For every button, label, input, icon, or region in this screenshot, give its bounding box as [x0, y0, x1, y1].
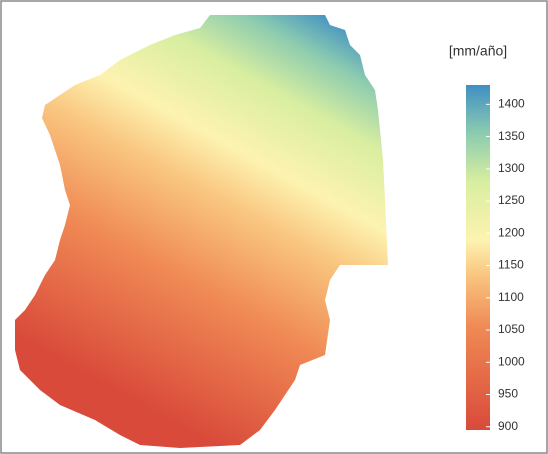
tick-label: 1400 [498, 97, 525, 111]
colorbar-ticks: 900 950 1000 1050 1100 1150 1200 1250 1300 1350 14… [486, 97, 525, 433]
legend-title: [mm/año] [449, 43, 507, 59]
tick-label: 1050 [498, 322, 525, 336]
tick-label: 950 [498, 387, 518, 401]
tick-label: 1350 [498, 129, 525, 143]
tick-label: 1100 [498, 290, 524, 304]
tick-label: 1200 [498, 225, 525, 239]
tick-label: 1300 [498, 161, 525, 175]
tick-label: 900 [498, 419, 518, 433]
region-map [15, 15, 388, 448]
tick-label: 1000 [498, 354, 525, 368]
colorbar [466, 85, 490, 430]
tick-label: 1150 [498, 258, 524, 272]
tick-label: 1250 [498, 193, 525, 207]
